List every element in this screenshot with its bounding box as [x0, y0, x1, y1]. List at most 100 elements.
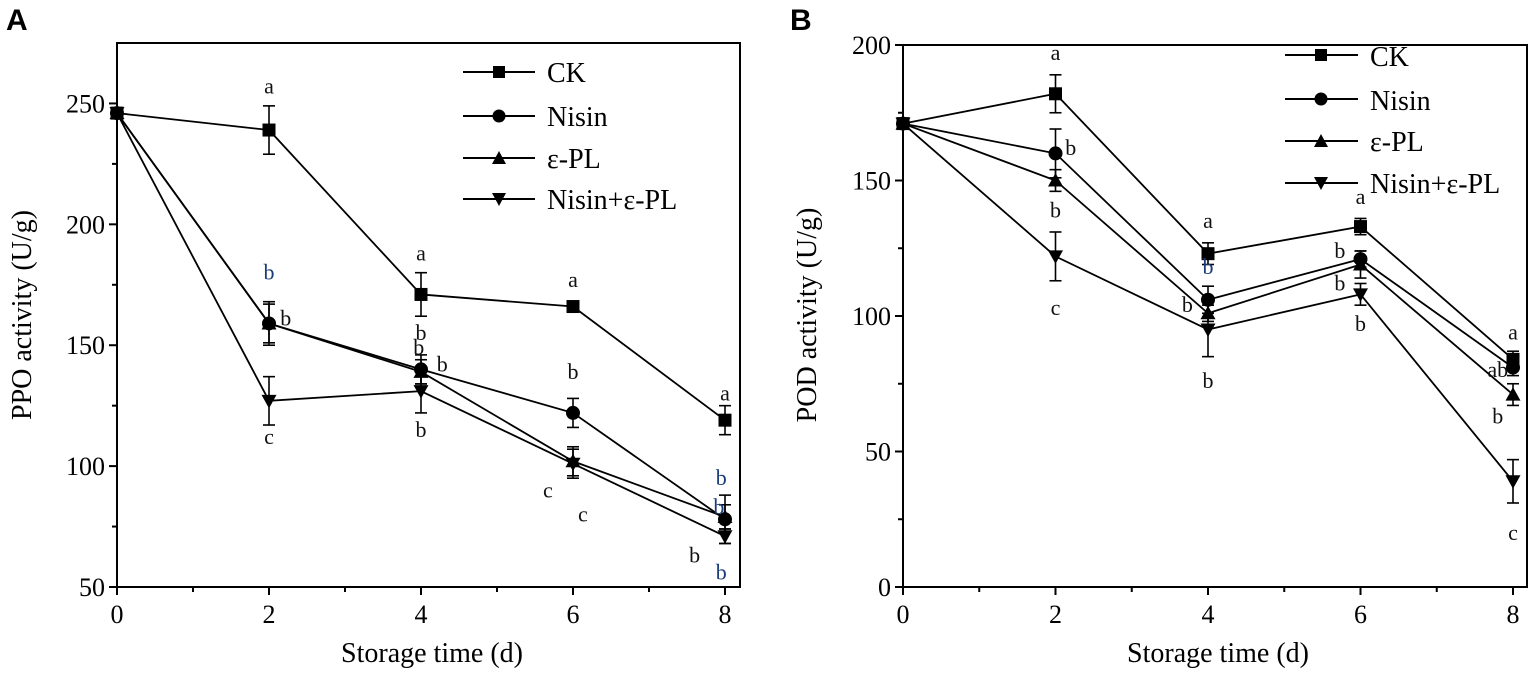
legend-a-label-nisin: Nisin [547, 102, 608, 133]
panel-a-point-1-3 [566, 405, 580, 420]
panel-a-letter: A [6, 4, 28, 37]
panel-b-point-3-4 [1505, 475, 1521, 489]
legend-b-triangle-down-marker [1314, 177, 1328, 190]
panel-a-significance-label-0: a [264, 74, 274, 99]
panel-b-x-tick-label-0: 0 [897, 600, 910, 629]
panel-b-point-2-2 [1200, 305, 1216, 320]
panel-a-point-2-1 [261, 315, 277, 330]
panel-b-x-tick-label-1: 2 [1049, 600, 1062, 629]
panel-a-significance-label-3: c [264, 424, 274, 449]
panel-a-significance-label-15: b [713, 494, 724, 519]
panel-b-significance-label-15: c [1508, 520, 1518, 545]
legend-b-label-nisin: Nisin [1370, 86, 1431, 117]
panel-b-point-3-2 [1200, 323, 1216, 338]
legend-b-triangle-up-marker [1314, 134, 1328, 147]
panel-a-significance-label-11: c [543, 477, 553, 502]
panel-a-plot-frame [116, 42, 741, 588]
panel-b-point-3-1 [1048, 250, 1063, 264]
panel-a-significance-label-14: b [716, 465, 727, 490]
panel-a-point-0-4 [718, 413, 732, 427]
panel-b-point-0-3 [1354, 220, 1367, 234]
panel-b-y-tick-label-2: 100 [852, 302, 891, 331]
panel-b-chart: B 0 50 100 150 200 0 2 4 6 8 Storage time (d) PO… [790, 4, 1528, 669]
panel-a-significance-label-16: b [689, 543, 700, 568]
panel-a-significance-label-13: a [720, 381, 730, 406]
panel-b-significance-label-14: b [1492, 403, 1503, 428]
panel-a-significance-label-9: a [568, 267, 578, 292]
legend-b-label-nisin-epl: Nisin+ε-PL [1370, 169, 1500, 200]
panel-b-significance-label-13: ab [1487, 357, 1508, 382]
panel-a-point-2-4 [717, 509, 733, 523]
panel-a-significance-label-12: c [578, 501, 588, 526]
legend-a-circle-marker [492, 109, 506, 123]
legend-a-square-marker [493, 66, 505, 78]
panel-a-point-3-4 [717, 530, 733, 544]
panel-a-significance-label-5: b [416, 320, 427, 345]
panel-b-significance-label-11: b [1355, 311, 1366, 336]
panel-b-significance-label-8: a [1356, 184, 1366, 209]
panel-a-point-2-2 [413, 364, 429, 378]
legend-a-label-epl: ε-PL [547, 144, 601, 175]
panel-b-point-3-3 [1353, 288, 1368, 302]
legend-b-circle-marker [1314, 92, 1328, 106]
panel-b-y-tick-label-0: 0 [878, 573, 891, 602]
panel-a-significance-label-2: b [280, 306, 291, 331]
legend-a-label-nisin-epl: Nisin+ε-PL [547, 185, 677, 216]
panel-a-x-tick-label-3: 6 [567, 600, 580, 629]
panel-a-y-tick-label-2: 150 [66, 331, 105, 360]
panel-a-x-axis-title: Storage time (d) [341, 638, 523, 669]
panel-b-significance-label-10: b [1334, 270, 1345, 295]
panel-b-legend: CK Nisin ε-PL Nisin+ε-PL [1285, 42, 1500, 200]
panel-b-significance-label-9: b [1334, 238, 1345, 263]
panel-a-point-3-1 [261, 394, 277, 409]
panel-b-significance-label-5: b [1203, 254, 1214, 279]
panel-b-point-2-1 [1048, 173, 1063, 187]
panel-a-y-tick-label-0: 50 [79, 573, 105, 602]
panel-a-point-3-2 [413, 385, 429, 399]
legend-a-triangle-down-marker [492, 193, 506, 206]
panel-a-point-3-0 [109, 107, 125, 121]
panel-b-point-0-1 [1049, 87, 1062, 101]
panel-b-y-tick-label-4: 200 [852, 31, 891, 60]
panel-b-point-1-2 [1201, 292, 1215, 307]
panel-b-significance-label-0: a [1051, 40, 1061, 65]
panel-b-significance-label-6: b [1182, 292, 1193, 317]
panel-b-x-axis-title: Storage time (d) [1127, 638, 1309, 669]
panel-b-point-1-1 [1048, 146, 1063, 161]
panel-b-significance-label-3: c [1051, 295, 1061, 320]
panel-a-y-tick-label-4: 250 [66, 89, 105, 118]
legend-b-square-marker [1315, 49, 1327, 61]
panel-a-x-tick-label-1: 2 [263, 600, 276, 629]
panel-b-point-0-2 [1201, 247, 1215, 261]
panel-b-point-3-0 [895, 117, 911, 132]
panel-b-y-tick-label-3: 150 [852, 167, 891, 196]
legend-a-triangle-up-marker [492, 151, 506, 164]
panel-a-x-tick-label-0: 0 [111, 600, 124, 629]
panel-a-legend: CK Nisin ε-PL Nisin+ε-PL [463, 58, 677, 216]
panel-b-point-1-4 [1506, 360, 1520, 375]
panel-a-x-tick-label-4: 8 [719, 600, 732, 629]
panel-a-y-axis-title: PPO activity (U/g) [7, 210, 38, 420]
panel-a-point-0-1 [262, 123, 276, 137]
panel-a-y-tick-label-1: 100 [66, 452, 105, 481]
panel-b-point-2-3 [1353, 257, 1368, 271]
panel-a-significance-label-17: b [716, 559, 727, 584]
panel-b-y-tick-label-1: 50 [865, 438, 891, 467]
panel-a-y-tick-label-3: 200 [66, 210, 105, 239]
panel-b-x-tick-label-4: 8 [1507, 600, 1520, 629]
panel-b-significance-label-1: b [1065, 135, 1076, 160]
panel-a-point-0-3 [566, 300, 580, 314]
panel-a-significance-label-6: b [413, 335, 424, 360]
legend-b-label-epl: ε-PL [1370, 127, 1424, 158]
panel-a-significance-label-8: b [416, 417, 427, 442]
panel-b-point-2-4 [1505, 387, 1521, 401]
panel-a-point-3-3 [565, 457, 581, 472]
panel-b-significance-label-12: a [1508, 319, 1518, 344]
legend-a-label-ck: CK [547, 58, 586, 89]
panel-a-significance-label-10: b [568, 359, 579, 384]
panel-a-significance-label-4: a [416, 240, 426, 265]
panel-a-significance-label-1: b [264, 260, 275, 285]
panel-b-significance-label-2: b [1050, 197, 1061, 222]
